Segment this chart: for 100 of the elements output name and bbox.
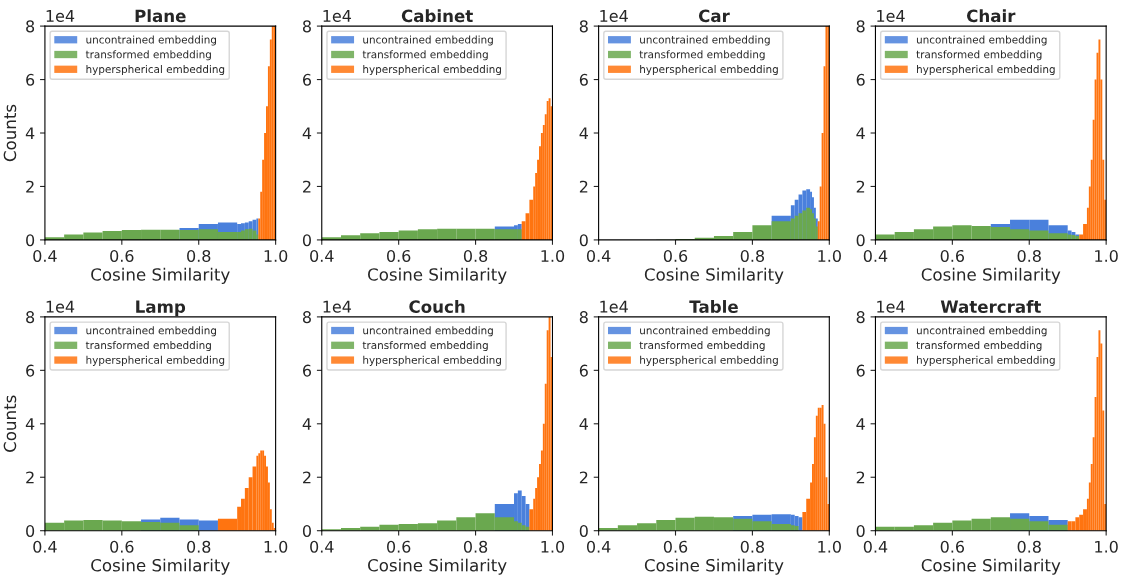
text: 1e4 — [600, 300, 628, 313]
legend-label: hyperspherical embedding — [917, 355, 1055, 366]
chart-title: Couch — [409, 300, 465, 313]
y-axis-title: Counts — [3, 104, 17, 162]
x-tick-label: 1.0 — [541, 249, 565, 262]
x-axis-title: Cosine Similarity — [921, 558, 1061, 575]
x-tick-label: 0.8 — [187, 249, 211, 262]
legend-label: hyperspherical embedding — [640, 355, 778, 366]
x-tick-label: 1.0 — [541, 540, 565, 553]
y-tick-label: 6 — [856, 73, 865, 86]
y-tick-label: 8 — [26, 311, 35, 324]
text: 1e4 — [323, 300, 352, 313]
legend-label: uncontrained embedding — [640, 326, 770, 337]
y-tick-label: 4 — [302, 418, 312, 430]
y-tick-label: 2 — [856, 471, 865, 484]
y-tick-label: 0 — [302, 234, 311, 247]
x-tick-label: 0.4 — [33, 249, 57, 262]
chart-title: Lamp — [136, 300, 186, 317]
legend-label: uncontrained embedding — [363, 35, 493, 46]
x-tick-label: 0.8 — [463, 249, 488, 262]
y-tick-label: 2 — [26, 471, 34, 484]
y-tick-label: 0 — [579, 524, 588, 537]
x-tick-label: 0.4 — [310, 249, 334, 262]
legend-label: hyperspherical embedding — [363, 355, 501, 366]
x-axis-title: Cosine Similarity — [368, 558, 507, 575]
legend-label: uncontrained embedding — [86, 326, 216, 337]
x-tick-label: 1.0 — [1095, 249, 1118, 262]
chart-title: Plane — [135, 9, 186, 23]
x-tick-label: 0.8 — [187, 540, 211, 553]
legend-label: transformed embedding — [85, 50, 211, 61]
y-tick-label: 2 — [579, 180, 588, 193]
y-tick-label: 4 — [25, 127, 35, 140]
y-tick-label: 0 — [26, 524, 35, 537]
y-tick-label: 6 — [302, 73, 312, 86]
x-tick-label: 0.6 — [663, 540, 688, 553]
y-tick-label: 4 — [579, 418, 588, 430]
y-tick-label: 8 — [579, 311, 588, 324]
text: 1e4 — [877, 10, 905, 22]
text: 1e4 — [46, 10, 75, 22]
y-tick-label: 2 — [303, 180, 311, 193]
legend-label: hyperspherical embedding — [86, 65, 225, 76]
x-tick-label: 0.4 — [863, 249, 888, 262]
x-tick-label: 0.6 — [110, 540, 134, 553]
y-tick-label: 4 — [856, 127, 865, 140]
x-tick-label: 0.6 — [387, 540, 411, 553]
x-tick-label: 0.8 — [740, 540, 765, 553]
legend-label: hyperspherical embedding — [917, 65, 1055, 76]
x-axis-title: Cosine Similarity — [91, 267, 230, 284]
y-tick-label: 0 — [302, 524, 311, 537]
y-tick-label: 4 — [25, 418, 35, 430]
chart-title: Chair — [967, 9, 1016, 23]
x-tick-label: 0.8 — [740, 249, 765, 262]
y-tick-label: 6 — [26, 364, 35, 377]
x-tick-label: 1.0 — [818, 249, 841, 262]
y-tick-label: 2 — [26, 180, 34, 193]
x-tick-label: 1.0 — [264, 540, 288, 553]
y-tick-label: 4 — [302, 127, 312, 140]
x-tick-label: 0.4 — [863, 540, 888, 553]
y-tick-label: 2 — [579, 471, 588, 484]
y-tick-label: 6 — [302, 364, 312, 377]
x-tick-label: 0.6 — [387, 249, 411, 262]
x-tick-label: 0.6 — [940, 540, 965, 553]
y-tick-label: 0 — [856, 234, 865, 247]
x-tick-label: 0.6 — [110, 249, 134, 262]
y-tick-label: 0 — [579, 234, 588, 247]
legend-label: hyperspherical embedding — [363, 65, 501, 76]
y-tick-label: 6 — [856, 364, 865, 377]
y-tick-label: 6 — [26, 73, 35, 86]
x-tick-label: 1.0 — [1095, 540, 1118, 553]
x-tick-label: 0.8 — [1017, 540, 1041, 553]
x-axis-title: Cosine Similarity — [644, 267, 784, 284]
chart-title: Car — [698, 9, 730, 23]
x-axis-title: Cosine Similarity — [368, 267, 507, 284]
text: 1e4 — [46, 300, 75, 313]
y-tick-label: 4 — [856, 418, 865, 430]
x-tick-label: 0.8 — [463, 540, 488, 553]
legend-label: transformed embedding — [916, 341, 1042, 352]
y-tick-label: 0 — [26, 234, 35, 247]
x-tick-label: 0.6 — [940, 249, 965, 262]
x-tick-label: 0.8 — [1017, 249, 1041, 262]
legend-label: hyperspherical embedding — [86, 355, 225, 366]
legend-label: uncontrained embedding — [916, 35, 1047, 46]
legend-label: transformed embedding — [916, 50, 1042, 61]
text: 1e4 — [877, 300, 905, 313]
y-axis-title: Counts — [3, 395, 17, 452]
y-tick-label: 8 — [302, 311, 311, 324]
y-tick-label: 6 — [579, 364, 588, 377]
x-tick-label: 0.4 — [586, 540, 611, 553]
x-tick-label: 0.4 — [586, 249, 611, 262]
x-tick-label: 0.6 — [663, 249, 688, 262]
x-axis-title: Cosine Similarity — [644, 558, 784, 575]
legend-label: uncontrained embedding — [86, 35, 216, 46]
legend-label: transformed embedding — [85, 341, 211, 352]
legend-label: transformed embedding — [362, 341, 488, 352]
x-tick-label: 0.4 — [33, 540, 57, 553]
legend-label: transformed embedding — [362, 50, 488, 61]
legend-label: transformed embedding — [639, 50, 765, 61]
legend-label: uncontrained embedding — [640, 35, 770, 46]
x-tick-label: 0.4 — [310, 540, 334, 553]
x-axis-title: Cosine Similarity — [91, 558, 230, 575]
